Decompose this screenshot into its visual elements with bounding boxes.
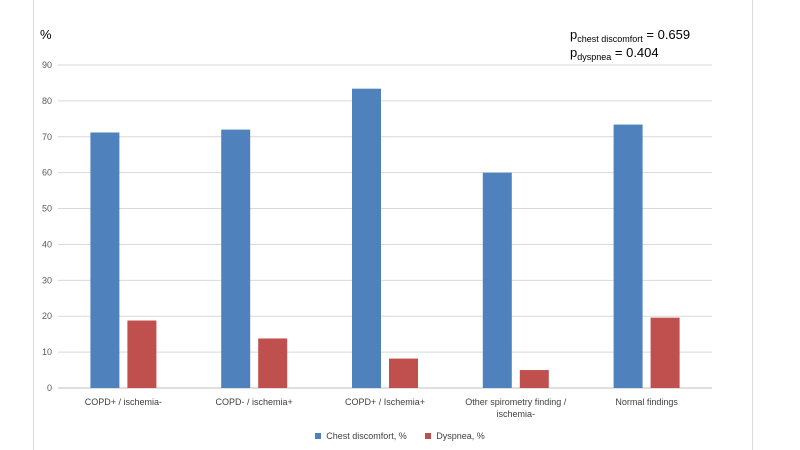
bar-chest-discomfort	[221, 129, 251, 388]
chart-frame	[33, 0, 753, 450]
y-tick-label: 0	[47, 383, 52, 393]
x-category-label: ischemia-	[497, 409, 536, 419]
legend-swatch-chest-discomfort	[315, 433, 322, 439]
legend-label-chest-discomfort: Chest discomfort, %	[326, 431, 407, 441]
bar-dyspnea	[127, 320, 157, 388]
p-value-dyspnea-subscript: dyspnea	[577, 52, 612, 62]
p-value-dyspnea-value: = 0.404	[614, 45, 659, 60]
p-value-chest-discomfort: pchest discomfort = 0.659	[570, 27, 690, 44]
chart-legend: Chest discomfort, % Dyspnea, %	[0, 431, 800, 441]
bar-dyspnea	[258, 338, 288, 388]
x-category-label: Other spirometry finding /	[465, 397, 567, 407]
bar-chest-discomfort	[90, 132, 120, 388]
y-tick-label: 70	[42, 132, 52, 142]
y-tick-label: 60	[42, 168, 52, 178]
bar-dyspnea	[389, 358, 418, 388]
legend-item-chest-discomfort: Chest discomfort, %	[315, 431, 407, 441]
y-tick-label: 40	[42, 239, 52, 249]
p-value-chest-subscript: chest discomfort	[577, 34, 643, 44]
bar-dyspnea	[650, 317, 680, 388]
x-category-label: Normal findings	[615, 397, 678, 407]
p-value-chest-value: = 0.659	[646, 27, 691, 42]
p-value-dyspnea: pdyspnea = 0.404	[570, 45, 659, 62]
p-value-chest-prefix: p	[570, 27, 578, 42]
x-category-label: COPD+ / ischemia-	[85, 397, 162, 407]
bar-dyspnea	[519, 370, 549, 388]
y-tick-label: 50	[42, 204, 52, 214]
x-category-label: COPD- / ischemia+	[216, 397, 293, 407]
y-tick-label: 10	[42, 347, 52, 357]
bar-chest-discomfort	[482, 172, 512, 388]
y-tick-label: 20	[42, 311, 52, 321]
y-axis-unit-label: %	[40, 27, 52, 42]
legend-item-dyspnea: Dyspnea, %	[425, 431, 485, 441]
bar-chest-discomfort	[352, 88, 381, 388]
y-tick-label: 80	[42, 96, 52, 106]
legend-swatch-dyspnea	[425, 433, 432, 439]
legend-label-dyspnea: Dyspnea, %	[436, 431, 485, 441]
y-tick-label: 90	[42, 60, 52, 70]
y-tick-label: 30	[42, 275, 52, 285]
x-category-label: COPD+ / Ischemia+	[345, 397, 425, 407]
p-value-dyspnea-prefix: p	[570, 45, 578, 60]
bar-chest-discomfort	[613, 124, 643, 388]
